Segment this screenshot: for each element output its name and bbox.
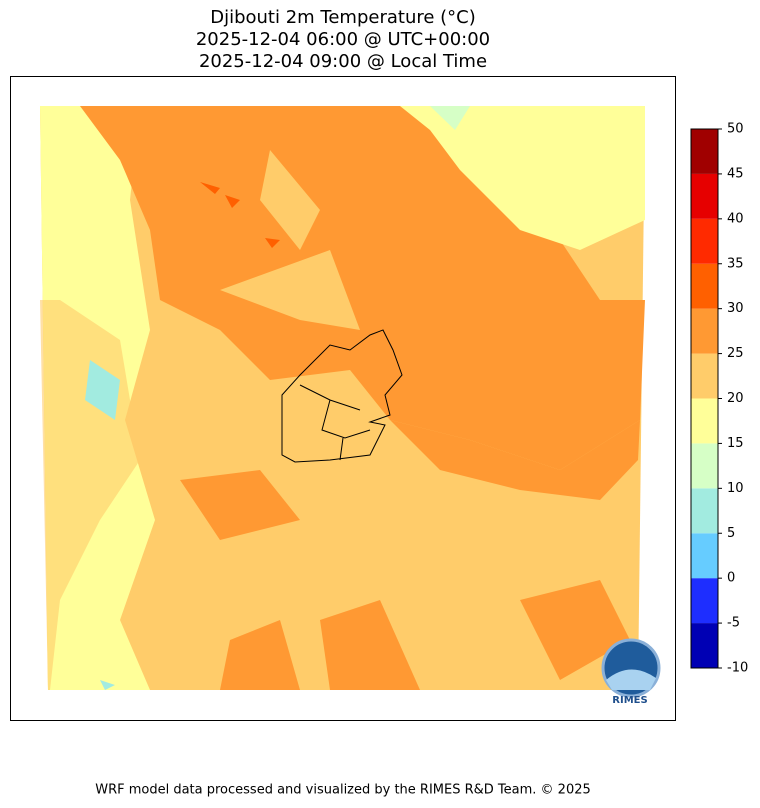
colorbar-segment — [691, 488, 718, 534]
colorbar-segment — [691, 533, 718, 579]
colorbar-segment — [691, 308, 718, 354]
colorbar-tick-label: 45 — [727, 166, 744, 181]
footer: WRF model data processed and visualized … — [95, 783, 591, 798]
colorbar-tick-label: 30 — [727, 301, 744, 316]
logo-text: RIMES — [612, 695, 647, 706]
colorbar-segment — [691, 398, 718, 444]
colorbar-tick-label: -5 — [727, 616, 740, 631]
colorbar-tick-label: 35 — [727, 256, 744, 271]
map-frame — [10, 76, 676, 721]
colorbar-segment — [691, 623, 718, 668]
colorbar-tick-label: 50 — [727, 122, 744, 137]
colorbar-tick-label: 25 — [727, 346, 744, 361]
temperature-field — [40, 106, 645, 690]
colorbar-segment — [691, 353, 718, 399]
title-line: 2025-12-04 09:00 @ Local Time — [199, 51, 487, 72]
colorbar-tick-label: 10 — [727, 481, 744, 496]
colorbar-tick-label: 0 — [727, 571, 735, 586]
colorbar-segment — [691, 578, 718, 624]
colorbar-segment — [691, 263, 718, 309]
country-border — [281, 329, 403, 463]
logo: RIMES — [601, 638, 661, 706]
colorbar-tick-label: -10 — [727, 661, 748, 676]
colorbar: -10 -5 0 5 10 15 20 25 30 35 40 45 50 — [690, 122, 748, 676]
title-line: Djibouti 2m Temperature (°C) — [210, 7, 476, 28]
colorbar-tick-label: 20 — [727, 391, 744, 406]
colorbar-tick-label: 15 — [727, 436, 744, 451]
colorbar-tick-label: 40 — [727, 211, 744, 226]
colorbar-segment — [691, 173, 718, 219]
title-line: 2025-12-04 06:00 @ UTC+00:00 — [196, 29, 490, 50]
colorbar-tick-label: 5 — [727, 526, 735, 541]
colorbar-segment — [691, 443, 718, 489]
colorbar-segment — [691, 129, 718, 174]
colorbar-segment — [691, 218, 718, 264]
